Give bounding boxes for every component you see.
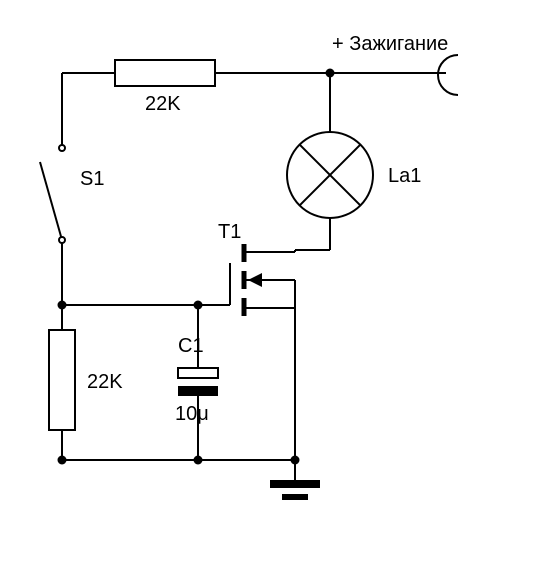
resistor-left — [49, 330, 75, 430]
switch-terminal-bottom — [59, 237, 65, 243]
cap-plate-top — [178, 368, 218, 378]
mosfet-arrow — [248, 273, 262, 287]
cap-name-label: C1 — [178, 335, 204, 357]
ground-plate-2 — [282, 494, 308, 500]
switch-arm — [40, 162, 62, 240]
cap-plate-bottom — [178, 386, 218, 396]
lamp-label: La1 — [388, 165, 421, 187]
switch-label: S1 — [80, 168, 104, 190]
resistor-top — [115, 60, 215, 86]
ignition-label: + Зажигание — [332, 33, 448, 55]
transistor-label: T1 — [218, 221, 241, 243]
r2-label: 22K — [87, 371, 123, 393]
r1-label: 22K — [145, 93, 181, 115]
ground-plate-1 — [270, 480, 320, 488]
cap-value-label: 10μ — [175, 403, 209, 425]
terminal-ignition — [438, 55, 458, 95]
switch-terminal-top — [59, 145, 65, 151]
